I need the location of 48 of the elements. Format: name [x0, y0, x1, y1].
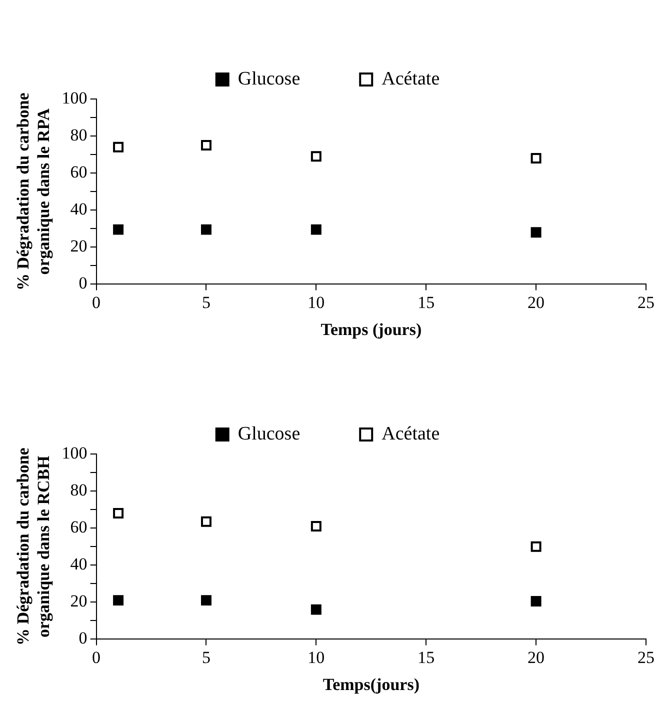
x-tick-label: 15 [418, 292, 435, 312]
point [201, 595, 212, 606]
x-tick-label: 5 [202, 648, 210, 667]
y-tick-label: 60 [70, 162, 88, 182]
x-tick-label: 25 [638, 292, 654, 312]
y-tick-label: 20 [70, 236, 88, 256]
point [310, 604, 322, 615]
point [310, 224, 322, 235]
legend-label: Glucose [238, 68, 300, 90]
x-tick-label: 10 [308, 648, 325, 667]
x-tick-label: 25 [638, 648, 654, 667]
y-tick-label: 0 [78, 274, 88, 293]
y-tick-label: 80 [70, 126, 88, 145]
point [201, 516, 212, 527]
y-tick-label: 80 [70, 480, 88, 500]
point [113, 142, 124, 152]
y-tick-label: 40 [70, 200, 88, 219]
x-tick-label: 0 [92, 648, 101, 667]
y-tick-label: 60 [70, 518, 88, 537]
legend-label: Glucose [238, 423, 300, 444]
y-tick-label: 0 [78, 628, 88, 648]
x-tick-label: 20 [528, 648, 545, 667]
x-tick-label: 10 [308, 292, 325, 312]
x-tick-label: 15 [418, 648, 435, 667]
x-axis-title: Temps (jours) [320, 320, 422, 340]
y-tick-label: 20 [70, 592, 88, 611]
point [530, 596, 542, 606]
y-axis-title: % Dégradation du carbone organique dans le RPA [14, 92, 53, 291]
x-axis-title: Temps(jours) [322, 675, 420, 694]
y-tick-label: 100 [62, 443, 88, 462]
point [201, 140, 212, 151]
x-tick-label: 0 [92, 292, 101, 312]
x-tick-label: 20 [528, 292, 545, 312]
point [310, 520, 322, 532]
point [113, 595, 124, 606]
legend-label: Acétate [382, 68, 440, 90]
y-tick-label: 100 [62, 88, 88, 108]
point [530, 153, 542, 164]
point [310, 151, 322, 162]
x-tick-label: 5 [202, 292, 210, 312]
legend-label: Acétate [382, 423, 440, 444]
point [113, 508, 124, 519]
point [530, 541, 542, 552]
y-axis-title: % Dégradation du carbone organique dans le RCBH [14, 447, 53, 646]
y-tick-label: 40 [70, 554, 88, 574]
point [201, 224, 212, 235]
point [113, 224, 124, 235]
point [530, 227, 542, 238]
